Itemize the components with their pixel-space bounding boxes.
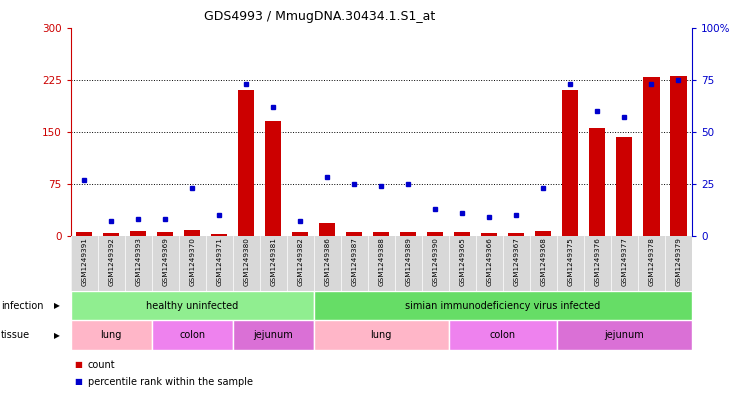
Text: GSM1249378: GSM1249378 [649, 237, 655, 286]
Text: GSM1249379: GSM1249379 [676, 237, 682, 286]
Text: colon: colon [490, 330, 516, 340]
Text: GSM1249366: GSM1249366 [487, 237, 493, 286]
Bar [373, 232, 389, 236]
Text: lung: lung [371, 330, 392, 340]
Text: count: count [88, 360, 115, 370]
Bar [589, 128, 606, 236]
Bar [481, 233, 498, 236]
Text: GSM1249375: GSM1249375 [568, 237, 574, 286]
Text: GSM1249386: GSM1249386 [324, 237, 330, 286]
Text: GSM1249391: GSM1249391 [81, 237, 87, 286]
Text: GSM1249370: GSM1249370 [189, 237, 195, 286]
Bar [535, 231, 551, 236]
Text: tissue: tissue [1, 330, 30, 340]
Bar [644, 77, 659, 236]
Bar [211, 234, 228, 236]
Text: GSM1249367: GSM1249367 [513, 237, 519, 286]
Text: GSM1249389: GSM1249389 [405, 237, 411, 286]
Bar [152, 320, 233, 350]
Text: infection: infection [1, 301, 43, 310]
Text: GSM1249387: GSM1249387 [351, 237, 357, 286]
Text: GSM1249377: GSM1249377 [621, 237, 627, 286]
Text: GSM1249382: GSM1249382 [298, 237, 304, 286]
Bar [314, 291, 692, 320]
Text: GSM1249381: GSM1249381 [270, 237, 276, 286]
Bar [71, 320, 152, 350]
Text: GDS4993 / MmugDNA.30434.1.S1_at: GDS4993 / MmugDNA.30434.1.S1_at [205, 10, 435, 23]
Bar [292, 232, 308, 236]
Text: GSM1249368: GSM1249368 [540, 237, 546, 286]
Bar [76, 232, 92, 236]
Bar [238, 90, 254, 236]
Text: GSM1249371: GSM1249371 [217, 237, 222, 286]
Bar [130, 231, 147, 236]
Text: jejunum: jejunum [254, 330, 293, 340]
Bar [400, 232, 417, 236]
Text: healthy uninfected: healthy uninfected [146, 301, 238, 310]
Text: ■: ■ [74, 378, 83, 386]
Bar [314, 320, 449, 350]
Bar [616, 137, 632, 236]
Bar [184, 230, 200, 236]
Text: GSM1249365: GSM1249365 [459, 237, 465, 286]
Bar [157, 232, 173, 236]
Text: GSM1249390: GSM1249390 [432, 237, 438, 286]
Text: simian immunodeficiency virus infected: simian immunodeficiency virus infected [405, 301, 600, 310]
Bar [71, 291, 314, 320]
Text: percentile rank within the sample: percentile rank within the sample [88, 377, 253, 387]
Bar [103, 233, 119, 236]
Bar [233, 320, 314, 350]
Text: GSM1249369: GSM1249369 [162, 237, 168, 286]
Bar [508, 233, 525, 236]
Text: colon: colon [179, 330, 205, 340]
Bar [670, 76, 687, 236]
Text: GSM1249392: GSM1249392 [108, 237, 114, 286]
Text: GSM1249393: GSM1249393 [135, 237, 141, 286]
Bar [557, 320, 692, 350]
Text: ▶: ▶ [54, 331, 60, 340]
Text: GSM1249380: GSM1249380 [243, 237, 249, 286]
Bar [562, 90, 579, 236]
Bar [449, 320, 557, 350]
Bar [427, 232, 443, 236]
Text: jejunum: jejunum [605, 330, 644, 340]
Text: GSM1249388: GSM1249388 [378, 237, 385, 286]
Text: lung: lung [100, 330, 122, 340]
Bar [265, 121, 281, 236]
Bar [319, 223, 336, 236]
Text: ■: ■ [74, 360, 83, 369]
Bar [346, 232, 362, 236]
Text: ▶: ▶ [54, 301, 60, 310]
Bar [455, 232, 470, 236]
Text: GSM1249376: GSM1249376 [594, 237, 600, 286]
